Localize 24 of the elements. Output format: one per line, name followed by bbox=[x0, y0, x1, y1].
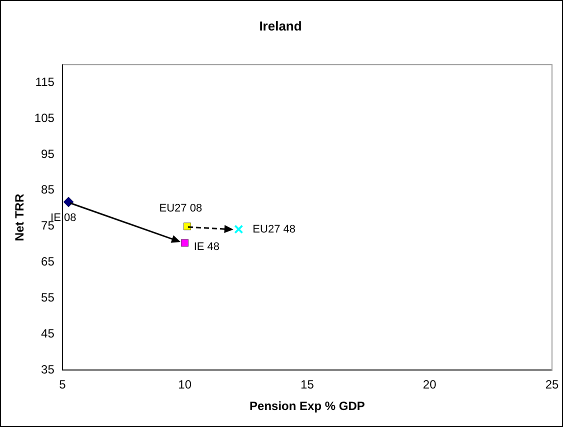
x-tick-label: 20 bbox=[422, 378, 437, 392]
point bbox=[234, 224, 244, 234]
series-label: EU27 48 bbox=[252, 223, 296, 236]
chart-title: Ireland bbox=[259, 18, 302, 34]
point bbox=[184, 222, 191, 230]
point bbox=[63, 196, 74, 208]
y-tick-label: 65 bbox=[41, 254, 55, 269]
y-tick-label: 45 bbox=[41, 326, 55, 341]
x-axis-title: Pension Exp % GDP bbox=[250, 399, 365, 414]
y-tick-label: 95 bbox=[41, 146, 55, 161]
y-tick-label: 55 bbox=[41, 290, 55, 305]
y-axis-title: Net TRR bbox=[12, 193, 27, 242]
point bbox=[181, 239, 188, 247]
y-tick-label: 85 bbox=[41, 182, 55, 197]
x-tick-label: 5 bbox=[59, 378, 66, 392]
series-label: IE 48 bbox=[194, 240, 220, 253]
series-label: EU27 08 bbox=[159, 202, 202, 214]
x-tick-label: 10 bbox=[178, 378, 192, 392]
y-tick-label: 35 bbox=[41, 362, 55, 377]
y-tick-label: 105 bbox=[34, 110, 55, 125]
x-tick-label: 25 bbox=[545, 378, 559, 392]
x-tick-label: 15 bbox=[300, 378, 314, 392]
y-tick-label: 115 bbox=[35, 74, 55, 89]
series-label: IE 08 bbox=[50, 212, 76, 224]
